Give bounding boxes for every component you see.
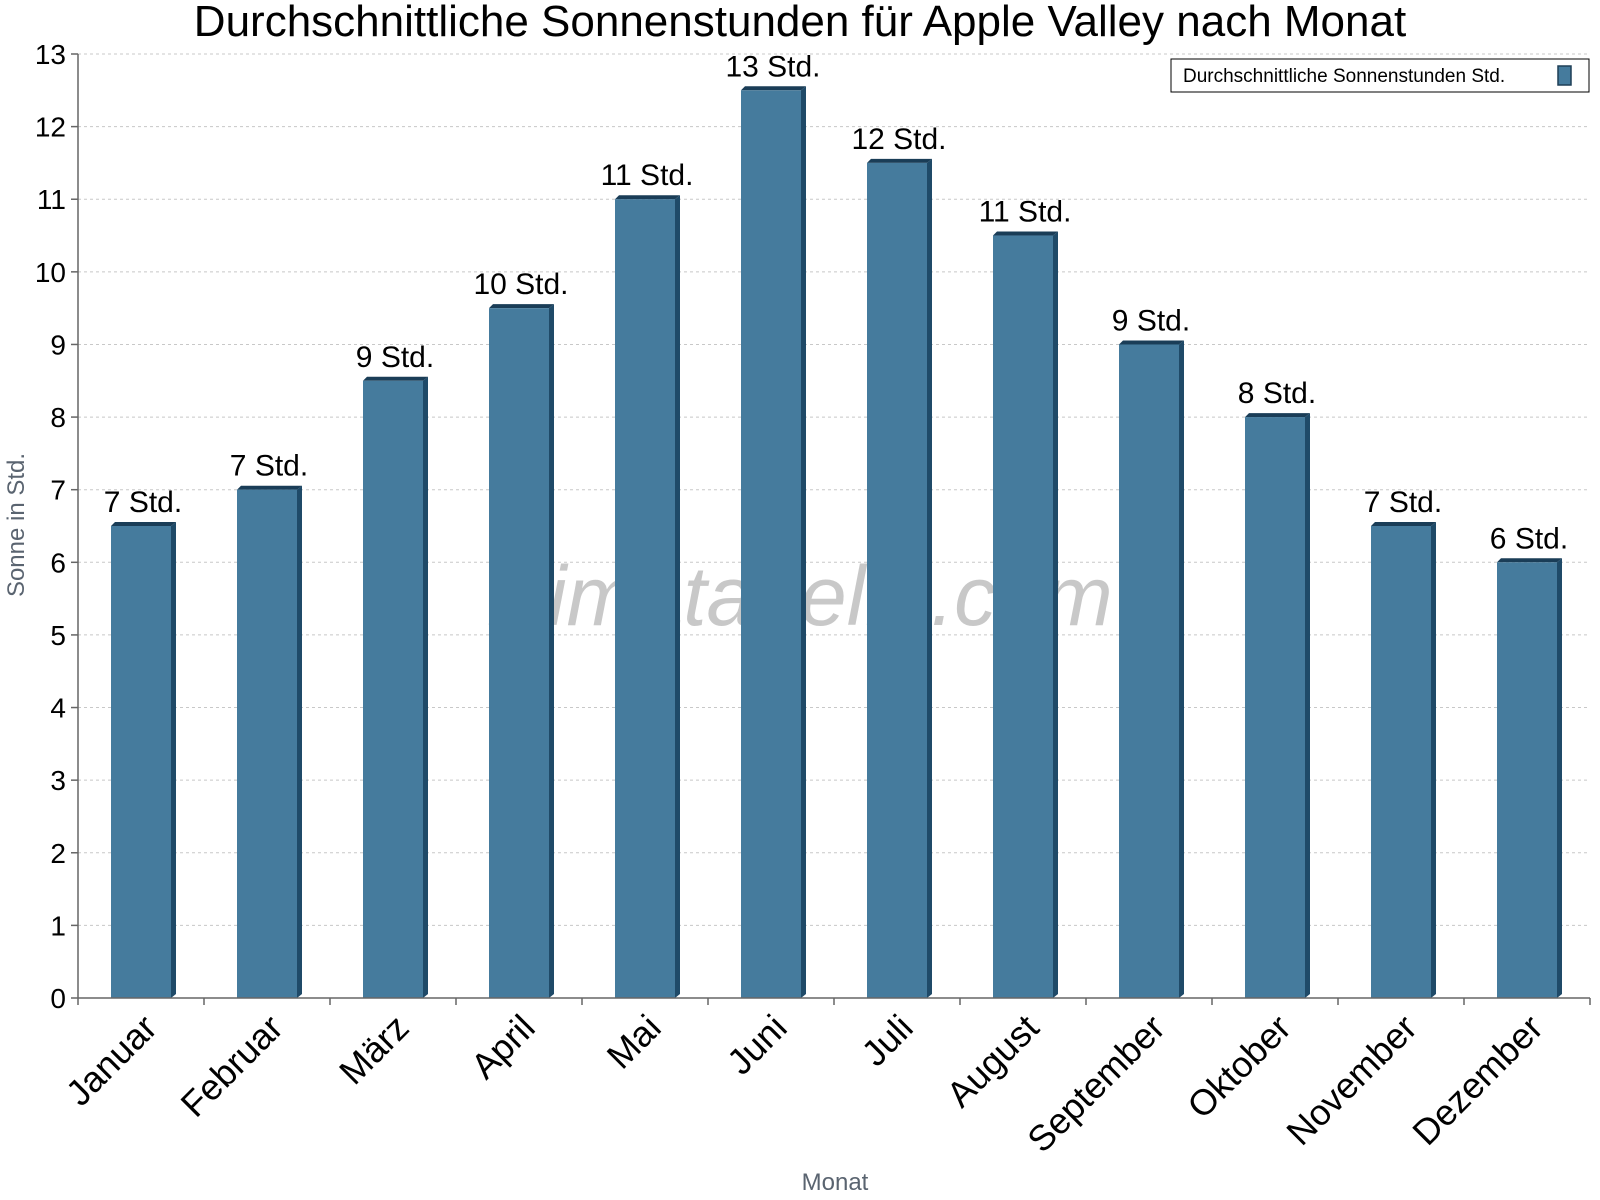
bar-top (1245, 413, 1310, 418)
x-category-label: Februar (173, 1007, 291, 1125)
x-category-label: Dezember (1404, 1007, 1550, 1153)
legend: Durchschnittliche Sonnenstunden Std. (1170, 58, 1590, 93)
data-label: 8 Std. (1238, 377, 1316, 410)
data-labels: 7 Std. 7 Std. 9 Std. 10 Std. 11 Std. 13 Std. 1… (104, 50, 1568, 555)
y-tick-label: 3 (50, 765, 66, 796)
x-category-label: September (1019, 1007, 1173, 1161)
y-axis-title: Sonne in Std. (3, 453, 30, 597)
bar-12 (1497, 558, 1562, 998)
bar-front (111, 526, 171, 998)
bar-3 (363, 376, 428, 998)
bar-side (171, 522, 176, 998)
bar-front (615, 199, 675, 998)
bar-front (1245, 417, 1305, 999)
y-tick-label: 7 (50, 475, 66, 506)
bar-top (993, 231, 1058, 236)
x-axis-title: Monat (802, 1169, 869, 1196)
y-tick-label: 2 (50, 838, 66, 869)
y-tick-label: 13 (35, 39, 66, 70)
bar-7 (867, 158, 932, 998)
chart-title: Durchschnittliche Sonnenstunden für Appl… (194, 0, 1406, 46)
bar-front (867, 162, 927, 998)
bar-side (1179, 340, 1184, 998)
bar-side (297, 485, 302, 998)
data-label: 9 Std. (1112, 304, 1190, 337)
y-tick-label: 11 (37, 184, 66, 215)
bar-side (927, 158, 932, 998)
data-label: 6 Std. (1490, 522, 1568, 555)
y-tick-label: 4 (50, 693, 66, 724)
y-tick-label: 10 (35, 257, 66, 288)
bar-side (549, 304, 554, 999)
x-category-label: Mai (599, 1007, 669, 1077)
x-category-label: Oktober (1179, 1007, 1299, 1127)
y-tick-label: 8 (50, 402, 66, 433)
data-label: 11 Std. (979, 196, 1072, 229)
data-label: 7 Std. (1364, 486, 1442, 519)
bar-9 (1119, 340, 1184, 998)
data-label: 7 Std. (104, 486, 182, 519)
bar-front (363, 380, 423, 998)
bar-6 (741, 86, 806, 999)
bar-2 (237, 485, 302, 998)
x-category-label: Januar (58, 1007, 165, 1114)
bar-top (867, 158, 932, 163)
x-category-label: März (331, 1007, 417, 1093)
x-category-label: April (463, 1007, 543, 1087)
bar-top (237, 485, 302, 490)
bar-top (363, 376, 428, 381)
bar-front (489, 308, 549, 999)
bar-8 (993, 231, 1058, 999)
bar-series (111, 86, 1562, 999)
bar-11 (1371, 522, 1436, 998)
legend-swatch (1557, 65, 1572, 86)
bar-front (237, 489, 297, 998)
bar-top (1119, 340, 1184, 345)
y-tick-label: 6 (50, 547, 66, 578)
data-label: 10 Std. (473, 268, 568, 301)
bar-front (741, 90, 801, 999)
bar-side (1305, 413, 1310, 999)
bar-top (615, 195, 680, 200)
bar-top (111, 522, 176, 526)
x-category-label: Juni (719, 1007, 795, 1083)
bar-top (1371, 522, 1436, 526)
data-label: 11 Std. (601, 159, 694, 192)
y-tick-label: 5 (50, 620, 66, 651)
bar-1 (111, 522, 176, 998)
x-category-label: November (1278, 1007, 1424, 1153)
legend-label: Durchschnittliche Sonnenstunden Std. (1183, 66, 1505, 87)
legend-box (1170, 58, 1590, 93)
x-category-label: Juli (853, 1007, 920, 1074)
data-label: 12 Std. (851, 123, 946, 156)
data-label: 9 Std. (356, 341, 434, 374)
bar-side (1053, 231, 1058, 999)
bar-front (1497, 562, 1557, 998)
bar-top (1497, 558, 1562, 563)
bar-top (489, 304, 554, 309)
data-label: 7 Std. (230, 450, 308, 483)
bar-front (993, 235, 1053, 999)
bar-front (1371, 526, 1431, 998)
x-category-label: August (938, 1007, 1046, 1115)
bar-4 (489, 304, 554, 999)
gridlines (78, 53, 1590, 926)
y-tick-label: 0 (50, 983, 66, 1014)
bar-side (801, 86, 806, 999)
bar-5 (615, 195, 680, 998)
bar-side (1557, 558, 1562, 998)
bar-side (423, 376, 428, 998)
y-tick-label: 12 (35, 112, 66, 143)
bar-side (1431, 522, 1436, 998)
bar-10 (1245, 413, 1310, 999)
y-tick-label: 1 (50, 910, 66, 941)
data-label: 13 Std. (725, 50, 820, 83)
y-tick-label: 9 (50, 329, 66, 360)
bar-top (741, 86, 806, 91)
bar-side (675, 195, 680, 998)
bar-front (1119, 344, 1179, 998)
